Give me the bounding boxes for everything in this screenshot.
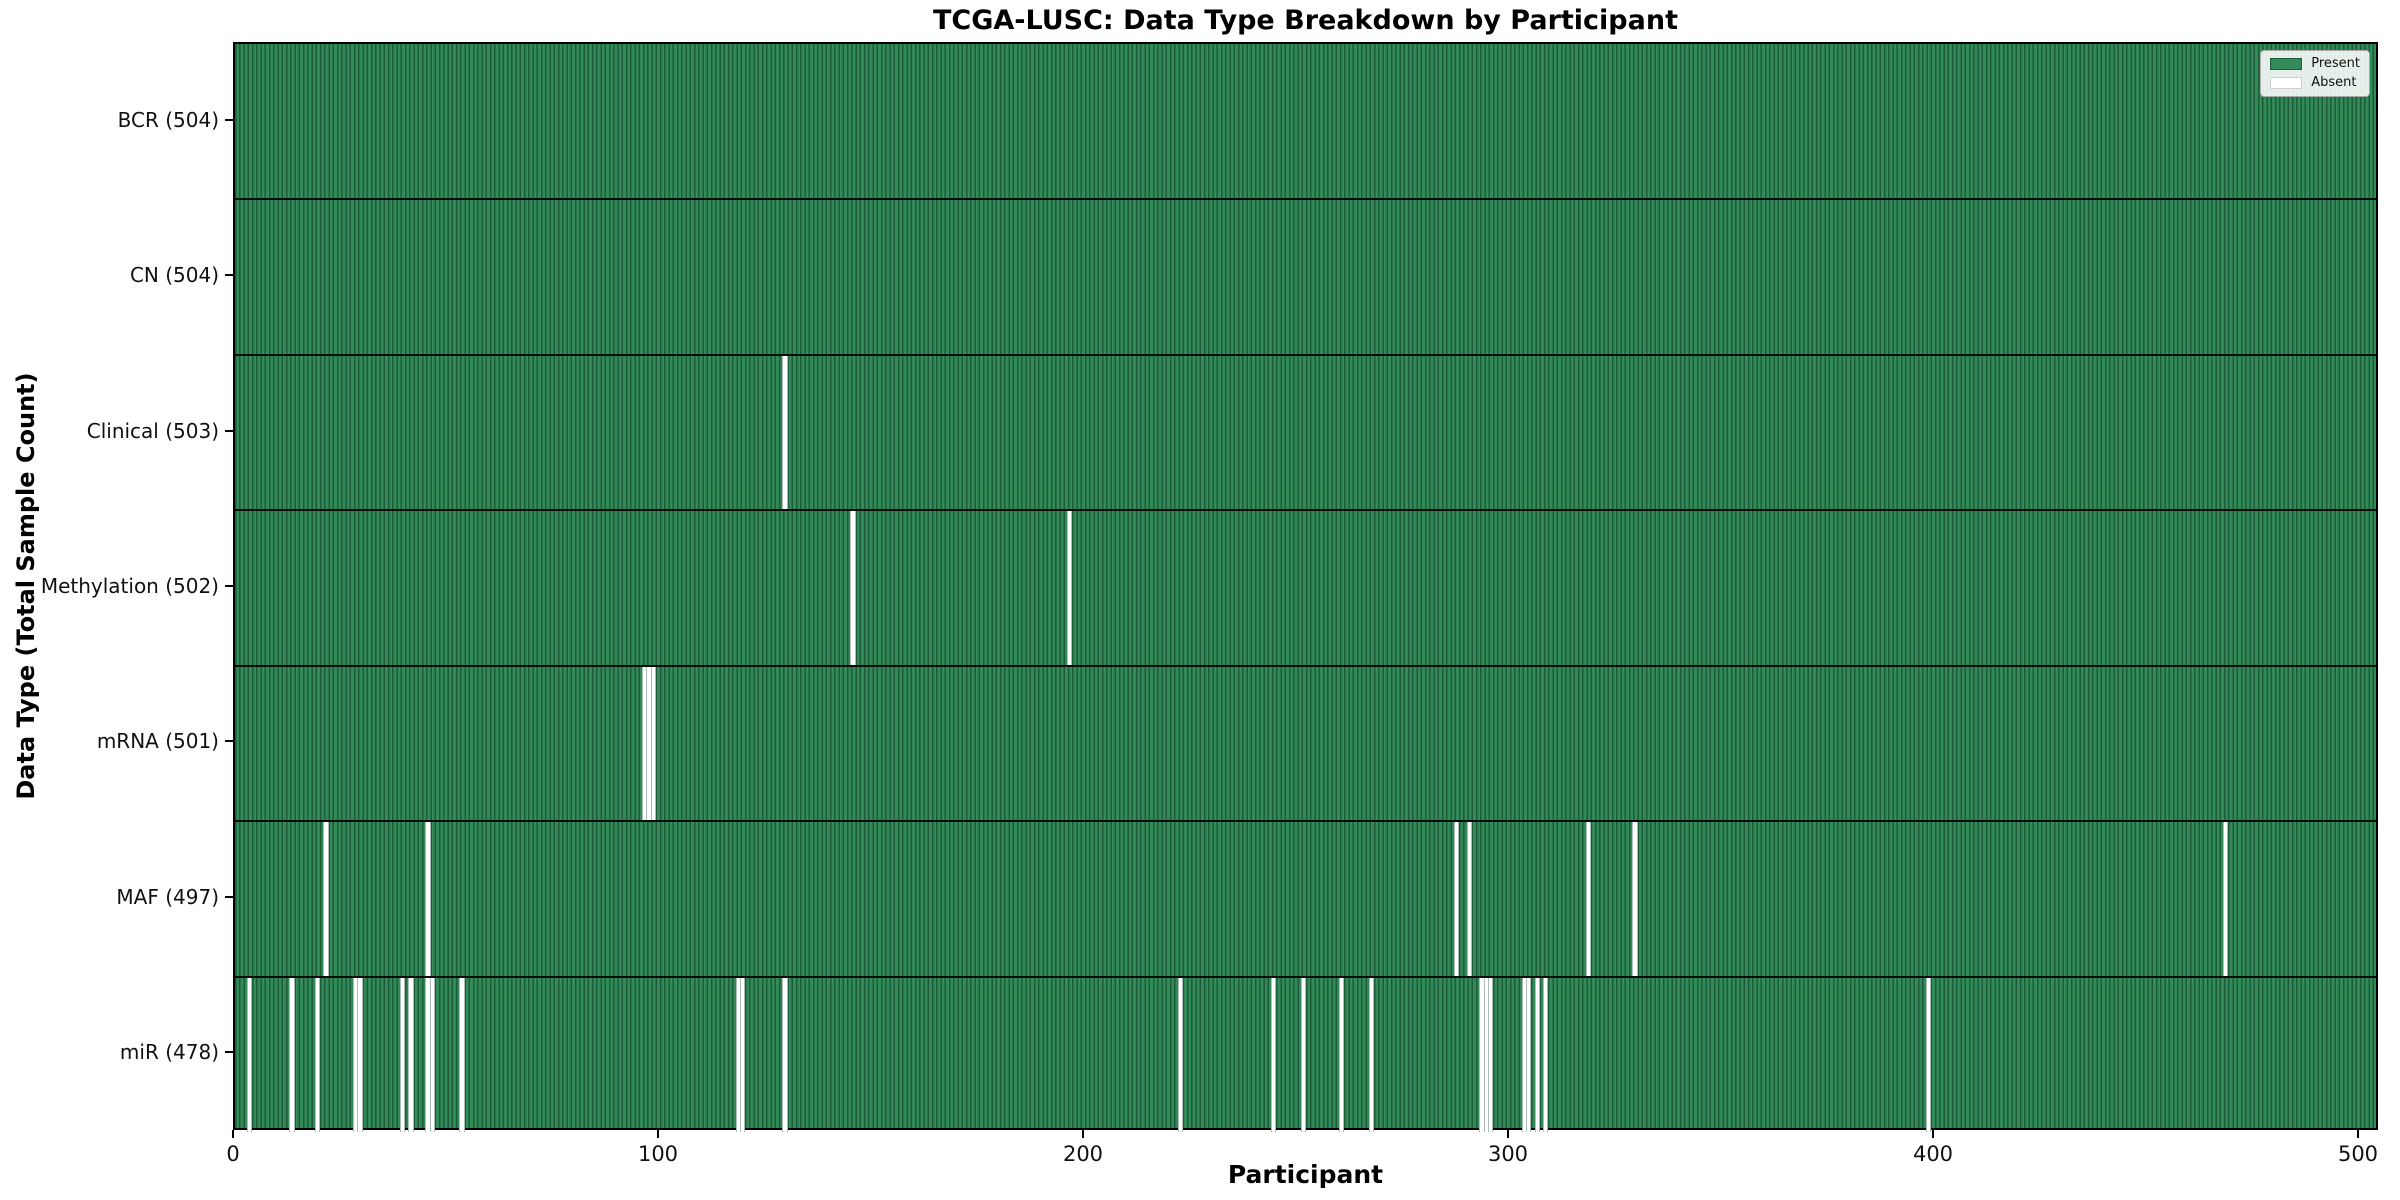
x-tick-mark	[1082, 1130, 1084, 1138]
absent-gap-maf	[1466, 821, 1472, 977]
y-tick-mark	[225, 740, 233, 743]
row-separator	[235, 198, 2376, 201]
chart-title: TCGA-LUSC: Data Type Breakdown by Partic…	[933, 5, 1678, 36]
absent-gap-mir	[429, 976, 435, 1132]
y-tick-label-maf: MAF (497)	[116, 884, 219, 909]
x-tick-label: 400	[1912, 1142, 1954, 1166]
absent-gap-mir	[1543, 976, 1549, 1132]
absent-gap-mir	[399, 976, 405, 1132]
absent-gap-mir	[459, 976, 465, 1132]
x-axis-label: Participant	[1227, 1160, 1384, 1189]
absent-gap-maf	[1585, 821, 1591, 977]
row-separator	[235, 509, 2376, 512]
y-tick-mark	[225, 895, 233, 898]
row-separator	[235, 353, 2376, 356]
x-tick-mark	[232, 1130, 234, 1138]
x-tick-mark	[1932, 1130, 1934, 1138]
legend-item-present: Present	[2270, 57, 2360, 71]
absent-gap-mir	[1177, 976, 1183, 1132]
absent-gap-maf	[1632, 821, 1638, 977]
x-tick-mark	[657, 1130, 659, 1138]
legend-label-absent: Absent	[2311, 75, 2357, 90]
legend: Present Absent	[2260, 50, 2370, 97]
absent-gap-mir	[1271, 976, 1277, 1132]
present-swatch	[2270, 58, 2303, 70]
absent-gap-maf	[323, 821, 329, 977]
absent-gap-maf	[425, 821, 431, 977]
y-tick-label-clinical: Clinical (503)	[86, 418, 219, 443]
y-tick-label-mrna: mRNA (501)	[96, 729, 219, 754]
y-tick-mark	[225, 118, 233, 121]
absent-gap-methylation	[1067, 510, 1073, 666]
absent-gap-mir	[1925, 976, 1931, 1132]
absent-gap-mir	[246, 976, 252, 1132]
absent-gap-mrna	[650, 665, 656, 822]
x-tick-mark	[2357, 1130, 2359, 1138]
absent-gap-mir	[1300, 976, 1306, 1132]
absent-gap-mir	[1339, 976, 1345, 1132]
x-tick-label: 500	[2337, 1142, 2379, 1166]
absent-gap-mir	[408, 976, 414, 1132]
absent-gap-mir	[1526, 976, 1532, 1132]
y-tick-label-methylation: Methylation (502)	[40, 574, 219, 598]
x-tick-label: 100	[637, 1142, 679, 1166]
y-tick-mark	[225, 585, 233, 587]
absent-gap-mir	[782, 976, 788, 1132]
absent-gap-mir	[1534, 976, 1540, 1132]
absent-swatch	[2270, 77, 2303, 89]
legend-item-absent: Absent	[2270, 76, 2360, 90]
y-tick-mark	[225, 429, 233, 432]
plot-area: Present Absent	[233, 42, 2378, 1132]
absent-gap-maf	[2223, 821, 2229, 977]
absent-gap-mir	[289, 976, 295, 1132]
x-tick-label: 0	[226, 1142, 240, 1166]
absent-gap-methylation	[850, 510, 856, 666]
absent-gap-mir	[1487, 976, 1493, 1132]
row-separator	[235, 975, 2376, 978]
absent-gap-clinical	[782, 354, 788, 511]
row-separator	[235, 820, 2376, 823]
row-separator	[235, 664, 2376, 667]
absent-gap-mir	[739, 976, 745, 1132]
y-tick-label-bcr: BCR (504)	[117, 107, 219, 132]
legend-label-present: Present	[2311, 56, 2360, 71]
x-tick-mark	[1507, 1130, 1509, 1138]
x-tick-label: 200	[1062, 1142, 1104, 1166]
y-tick-mark	[225, 274, 233, 277]
absent-gap-mir	[314, 976, 320, 1132]
x-tick-label: 300	[1487, 1142, 1529, 1166]
y-tick-mark	[225, 1051, 233, 1054]
y-tick-label-cn: CN (504)	[129, 263, 219, 288]
absent-gap-mir	[357, 976, 363, 1132]
y-tick-label-mir: miR (478)	[119, 1040, 219, 1065]
absent-gap-maf	[1453, 821, 1459, 977]
absent-gap-mir	[1368, 976, 1374, 1132]
